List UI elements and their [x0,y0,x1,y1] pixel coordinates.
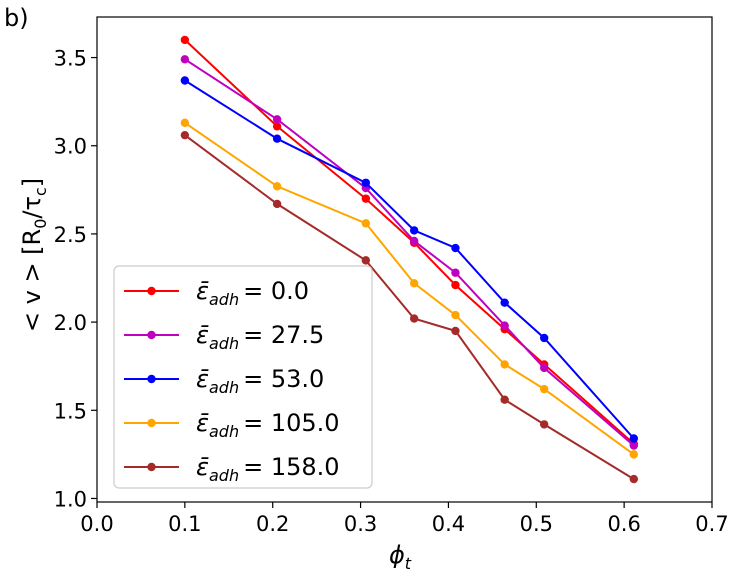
y-axis-label-sub2: c [31,187,50,196]
legend-marker [147,418,156,428]
data-point [409,279,419,288]
data-point [180,35,190,45]
series-line [184,121,635,456]
data-point [180,130,190,140]
plot-area [96,16,713,503]
x-tick-label: 0.3 [344,512,377,536]
y-axis-label-post: ] [18,178,46,187]
x-axis-label: ϕt [389,541,412,573]
y-tick-label: 3.0 [54,135,87,159]
x-tick-label: 0.1 [168,512,201,536]
data-point [272,115,282,124]
data-point [180,118,190,128]
y-axis-label-pre: < v > [R [18,229,46,332]
legend-label: ε̄adh = 105.0 [196,409,340,441]
data-point [361,194,371,203]
data-point [451,326,460,336]
x-tick-label: 0.4 [432,512,465,536]
y-tick-label: 2.5 [54,223,87,247]
data-point [180,55,190,64]
data-point [500,360,509,369]
data-point [629,441,639,450]
legend-marker [147,374,156,384]
x-axis-label-main: ϕ [389,541,405,569]
legend-marker [147,330,156,340]
data-point [629,474,639,484]
data-point [539,333,549,343]
data-point [539,384,549,394]
data-point [629,434,639,443]
y-tick-label: 2.0 [54,311,87,335]
data-point [272,199,282,209]
series-line [184,79,635,440]
data-point [451,280,460,290]
legend-item: ε̄adh = 105.0 [124,409,340,441]
series-3 [180,118,639,459]
legend-item: ε̄adh = 53.0 [124,365,324,397]
series-4 [180,130,639,484]
x-tick-label: 0.6 [607,512,640,536]
x-tick-label: 0.2 [256,512,289,536]
data-point [629,450,639,459]
y-tick-label: 3.5 [54,47,87,71]
legend-label: ε̄adh = 27.5 [196,321,324,353]
legend-marker [147,286,156,296]
data-point [361,219,371,228]
legend: ε̄adh = 0.0 ε̄adh = 27.5 ε̄adh = 53.0 ε̄adh = 1… [113,265,373,489]
data-point [361,256,371,265]
y-tick-label: 1.0 [54,487,87,511]
legend-item: ε̄adh = 158.0 [124,453,340,485]
y-axis-label-mid: /τ [18,196,46,219]
data-point [539,363,549,373]
data-point [451,268,460,277]
panel-label: b) [4,4,29,32]
x-tick-label: 0.7 [695,512,728,536]
data-point [409,314,419,323]
data-point [451,310,460,320]
data-point [500,321,509,330]
legend-label: ε̄adh = 158.0 [196,453,340,485]
data-point [272,122,282,131]
legend-marker [147,462,156,472]
series-layer [180,35,639,484]
legend-item: ε̄adh = 0.0 [124,277,309,309]
legend-item: ε̄adh = 27.5 [124,321,324,353]
y-tick-label: 1.5 [54,399,87,423]
data-point [500,298,509,307]
data-point [272,182,282,191]
x-tick-label: 0.0 [80,512,113,536]
x-tick-label: 0.5 [520,512,553,536]
data-point [180,76,190,85]
data-point [409,236,419,246]
data-point [272,134,282,143]
series-line [184,134,635,480]
x-axis-label-sub: t [405,554,412,573]
data-point [451,243,460,253]
data-point [539,420,549,429]
axis-ticks: 0.0 0.1 0.2 0.3 0.4 0.5 0.6 0.7 1.0 1.5 2.0 2.5 3.0 3… [54,47,729,536]
series-2 [180,76,639,443]
series-line [184,58,635,447]
y-axis-label-sub1: 0 [31,219,50,229]
legend-label: ε̄adh = 0.0 [196,277,309,309]
data-point [409,226,419,235]
legend-box [113,265,373,489]
series-line [184,39,635,445]
data-point [361,178,371,187]
y-axis-label: < v > [R0/τc] [18,178,50,332]
legend-label: ε̄adh = 53.0 [196,365,324,397]
data-point [500,395,509,404]
